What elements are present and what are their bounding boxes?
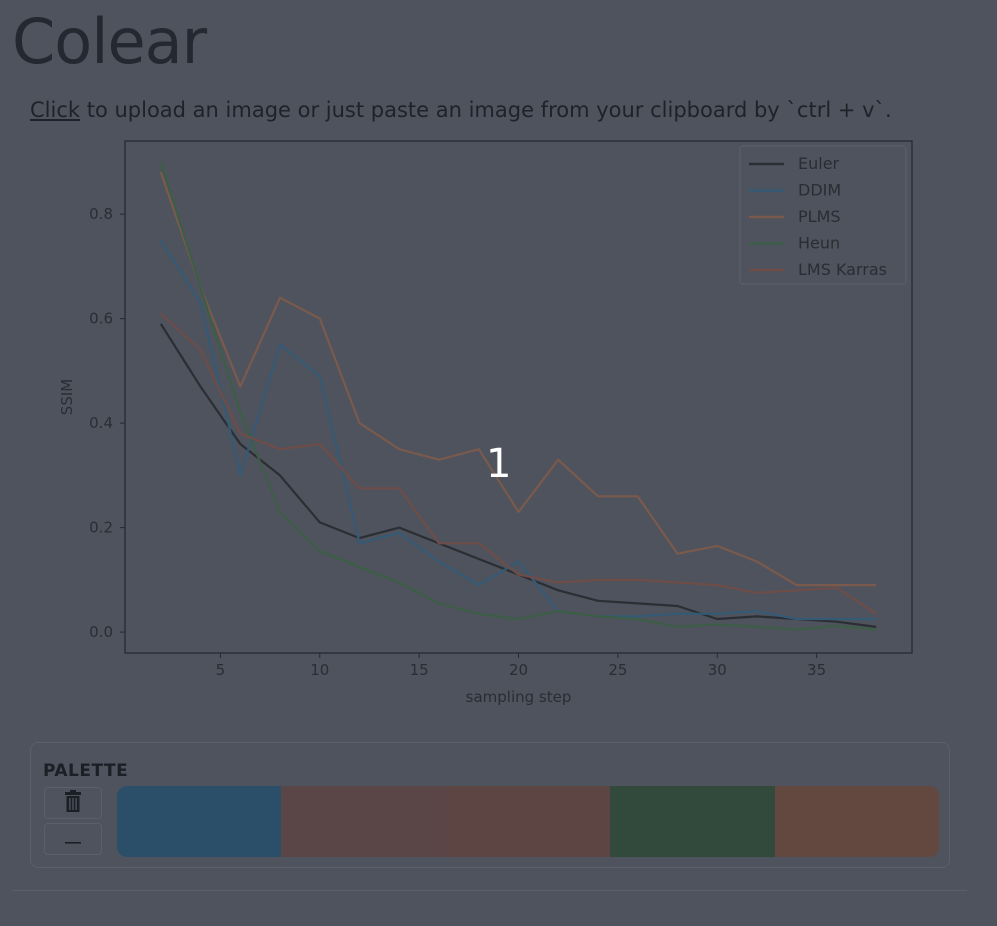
x-tick-label: 30 (708, 661, 727, 679)
y-axis-label: SSIM (58, 379, 76, 415)
legend-label: Euler (798, 154, 840, 173)
x-axis-label: sampling step (466, 688, 572, 706)
palette-swatch[interactable] (281, 786, 446, 857)
palette-panel: PALETTE (30, 742, 950, 868)
palette-swatch[interactable] (117, 786, 282, 857)
palette-swatch[interactable] (610, 786, 775, 857)
series-line-euler (159, 323, 877, 628)
palette-swatch[interactable] (445, 786, 611, 857)
palette-swatch[interactable] (774, 786, 939, 857)
x-tick-label: 35 (807, 661, 826, 679)
palette-swatches (117, 786, 939, 857)
x-tick-label: 20 (509, 661, 528, 679)
divider (12, 890, 967, 891)
x-tick-label: 25 (608, 661, 627, 679)
remove-color-button[interactable] (44, 823, 102, 855)
x-tick-label: 15 (410, 661, 429, 679)
legend-box (739, 145, 907, 285)
y-tick-label: 0.8 (89, 205, 113, 223)
minus-icon (65, 829, 81, 850)
series-line-plms (159, 171, 877, 587)
y-tick-label: 0.6 (89, 310, 113, 328)
upload-link[interactable]: Click (30, 98, 81, 122)
image-index-number: 1 (486, 441, 512, 487)
y-tick-label: 0.4 (89, 414, 113, 432)
trash-icon (64, 789, 82, 817)
legend-label: Heun (798, 234, 840, 253)
delete-palette-button[interactable] (44, 787, 102, 819)
upload-hint-text: to upload an image or just paste an imag… (80, 98, 892, 122)
legend-label: LMS Karras (798, 260, 887, 279)
palette-label: PALETTE (43, 761, 129, 781)
series-line-heun (159, 161, 877, 631)
series-line-ddim (159, 239, 877, 621)
y-tick-label: 0.2 (89, 519, 113, 537)
x-tick-label: 5 (216, 661, 226, 679)
y-tick-label: 0.0 (89, 623, 113, 641)
legend-label: DDIM (798, 181, 841, 200)
x-tick-label: 10 (310, 661, 329, 679)
app-title: Colear (12, 5, 207, 78)
ssim-line-chart: 5 10 15 20 25 30 35 0.0 0.2 0.4 0.6 0.8 sampling ste… (58, 140, 913, 706)
series-line-lms-karras (160, 312, 877, 615)
legend-label: PLMS (798, 207, 841, 226)
upload-instructions: Click to upload an image or just paste a… (30, 98, 892, 122)
